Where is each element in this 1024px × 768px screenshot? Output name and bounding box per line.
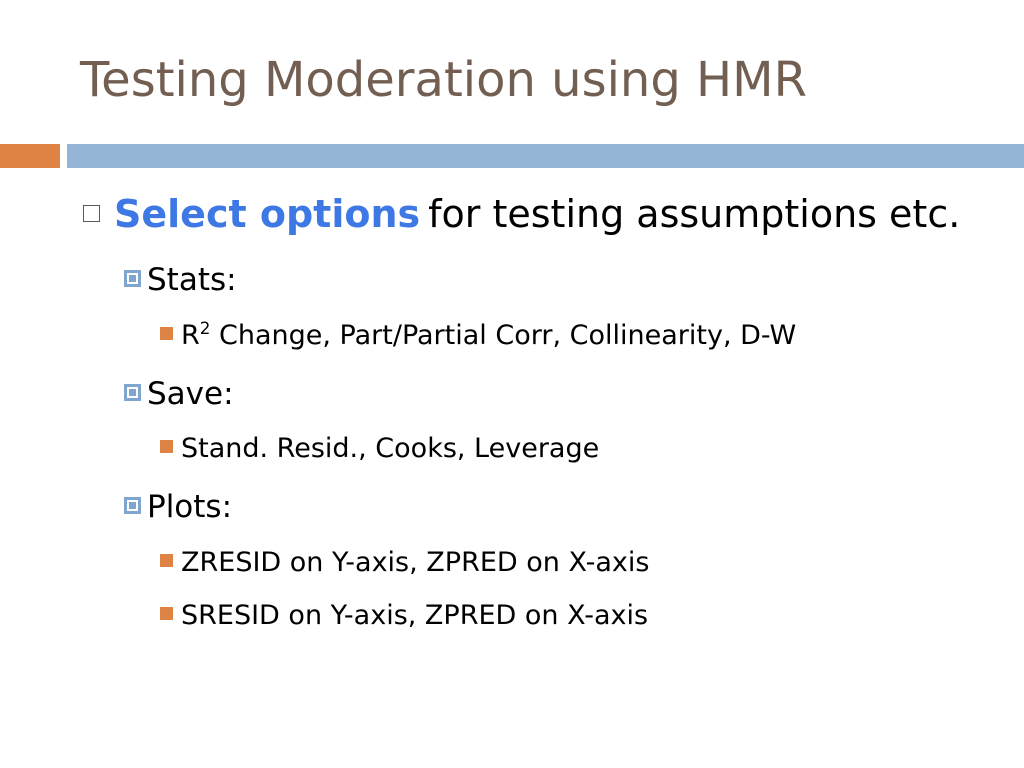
bullet-stats-item: R2 Change, Part/Partial Corr, Collineari… (160, 320, 796, 351)
bullet-save-item: Stand. Resid., Cooks, Leverage (160, 433, 599, 464)
hollow-square-bullet-icon (83, 205, 100, 222)
bullet-save-label: Save: (147, 376, 234, 412)
stats-item-prefix: R (181, 320, 200, 351)
plots-item-text: ZRESID on Y-axis, ZPRED on X-axis (181, 547, 650, 578)
bullet-plots-label: Plots: (147, 489, 233, 525)
bullet-plots-item: ZRESID on Y-axis, ZPRED on X-axis (160, 547, 649, 578)
bullet-level1: Select options for testing assumptions et… (83, 192, 960, 236)
stats-item-text: Change, Part/Partial Corr, Collinearity,… (210, 320, 797, 351)
slide-title: Testing Moderation using HMR (80, 52, 807, 108)
framed-square-bullet-icon (124, 384, 141, 401)
plots-item-text: SRESID on Y-axis, ZPRED on X-axis (181, 600, 649, 631)
bullet-plots: Plots: (124, 489, 232, 525)
stats-item-superscript: 2 (199, 318, 211, 338)
filled-square-bullet-icon (160, 554, 173, 567)
filled-square-bullet-icon (160, 607, 173, 620)
bullet-text: for testing assumptions etc. (428, 192, 961, 236)
title-underline-orange (0, 144, 60, 168)
bullet-stats-label: Stats: (147, 262, 237, 298)
filled-square-bullet-icon (160, 327, 173, 340)
framed-square-bullet-icon (124, 497, 141, 514)
bullet-stats: Stats: (124, 262, 237, 298)
save-item-text: Stand. Resid., Cooks, Leverage (181, 433, 600, 464)
title-underline-blue (67, 144, 1024, 168)
bullet-highlight: Select options (114, 192, 421, 236)
framed-square-bullet-icon (124, 270, 141, 287)
filled-square-bullet-icon (160, 440, 173, 453)
bullet-plots-item: SRESID on Y-axis, ZPRED on X-axis (160, 600, 648, 631)
bullet-save: Save: (124, 376, 234, 412)
